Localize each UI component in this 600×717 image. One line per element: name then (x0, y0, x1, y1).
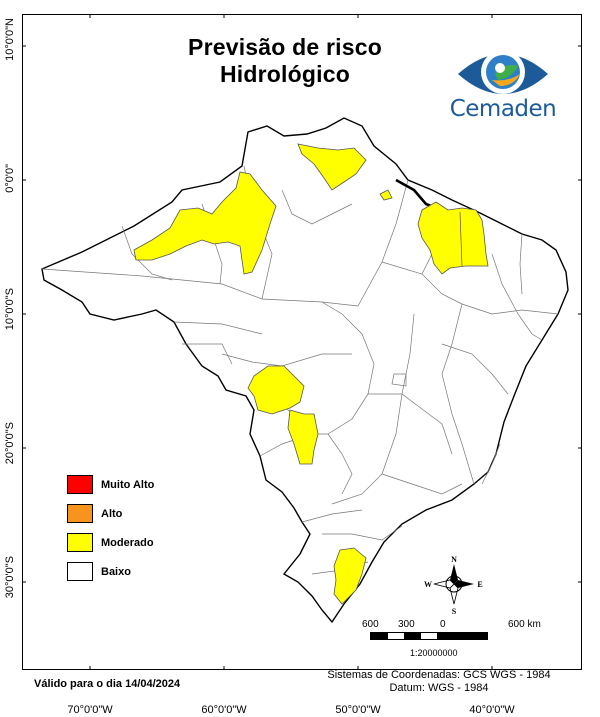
state-border-ma-pi (459, 211, 463, 267)
brazil-map (22, 14, 582, 670)
legend: Muito Alto Alto Moderado Baixo (67, 470, 154, 586)
legend-item-muito-alto: Muito Alto (67, 470, 154, 499)
compass-rose-icon: N S W E (424, 555, 483, 616)
lon-tick-40w: 40°0'0"W (469, 704, 515, 716)
logo-text: Cemaden (449, 96, 557, 122)
lat-tick-30s: 30°0'0"S (4, 556, 16, 599)
compass-e: E (477, 580, 482, 589)
legend-item-baixo: Baixo (67, 557, 154, 586)
axis-ticks (22, 14, 582, 670)
lat-tick-10s: 10°0'0"S (4, 288, 16, 331)
legend-item-alto: Alto (67, 499, 154, 528)
compass-s: S (452, 607, 457, 616)
compass-w: W (424, 580, 432, 589)
legend-label-alto: Alto (101, 507, 123, 520)
lon-tick-70w: 70°0'0"W (67, 704, 113, 716)
scale-label-300: 300 (398, 619, 415, 630)
crs-line-2: Datum: WGS - 1984 (389, 682, 489, 694)
lon-tick-60w: 60°0'0"W (201, 704, 247, 716)
valid-date-text: Válido para o dia 14/04/2024 (34, 678, 181, 690)
legend-swatch-alto (67, 504, 93, 523)
lat-tick-20s: 20°0'0"S (4, 422, 16, 465)
title-line-2: Hidrológico (220, 61, 350, 87)
moderado-south-area (333, 547, 367, 605)
legend-item-moderado: Moderado (67, 528, 154, 557)
legend-swatch-muito-alto (67, 475, 93, 494)
legend-label-muito-alto: Muito Alto (101, 478, 155, 491)
map-title: Previsão de risco Hidrológico (150, 34, 420, 88)
compass-n: N (451, 555, 457, 564)
moderado-areas (133, 143, 489, 605)
internal-boundaries (41, 165, 559, 575)
legend-swatch-moderado (67, 533, 93, 552)
moderado-amapa-area (297, 143, 367, 191)
scale-label-0: 0 (440, 619, 446, 630)
lat-tick-10n: 10°0'0"N (4, 18, 16, 61)
moderado-ms-area (287, 409, 319, 465)
scale-label-600: 600 (362, 619, 379, 630)
scale-ratio: 1:20000000 (410, 648, 458, 658)
legend-label-moderado: Moderado (101, 536, 154, 549)
scale-label-600km: 600 km (508, 619, 541, 630)
moderado-mato-grosso-area (247, 365, 305, 415)
title-line-1: Previsão de risco (188, 34, 382, 60)
lon-tick-50w: 50°0'0"W (335, 704, 381, 716)
legend-swatch-baixo (67, 562, 93, 581)
crs-line-1: Sistemas de Coordenadas: GCS WGS - 1984 (327, 669, 551, 681)
cemaden-eye-logo-icon (458, 50, 548, 94)
moderado-amazonas-area (133, 171, 277, 275)
coordinate-system-text: Sistemas de Coordenadas: GCS WGS - 1984 … (300, 669, 578, 695)
scale-bar (370, 632, 488, 640)
legend-label-baixo: Baixo (101, 565, 131, 578)
moderado-para-coast-area (379, 189, 393, 201)
lat-tick-0: 0°0'0" (4, 164, 16, 193)
moderado-maranhao-piaui-area (417, 201, 489, 275)
